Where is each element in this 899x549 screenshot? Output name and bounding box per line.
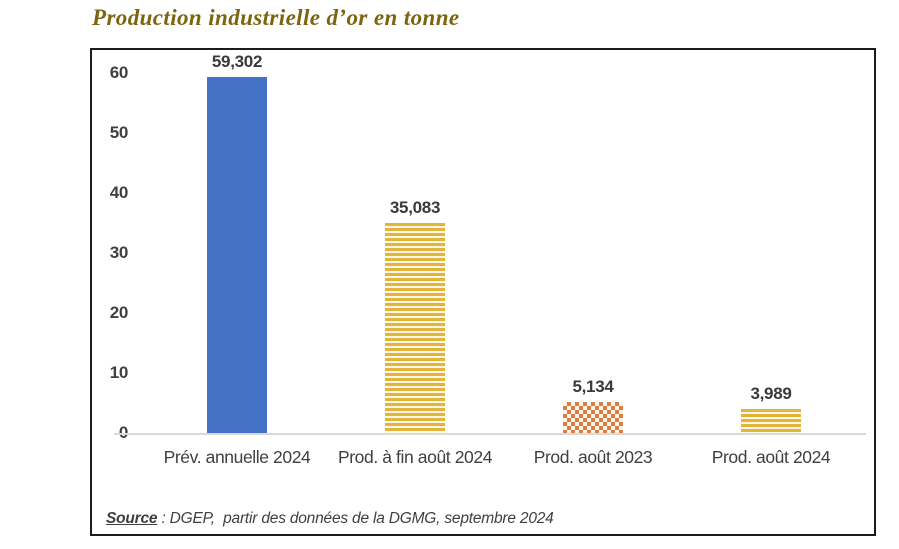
category-label: Prév. annuelle 2024 [163, 447, 311, 467]
plot-area: 0 10 20 30 40 50 60 59,302 Prév. annuelle 2024 35… [92, 50, 874, 534]
chart-column: 5,134 Prod. août 2023 [504, 50, 682, 534]
bar [385, 222, 445, 433]
y-tick-label: 0 [98, 423, 128, 443]
source-label: Source [106, 510, 158, 527]
bar-value-label: 3,989 [750, 384, 792, 404]
bar [741, 409, 801, 433]
source-text: : DGEP, partir des données de la DGMG, s… [157, 510, 554, 527]
y-tick-label: 20 [109, 303, 129, 322]
x-axis-line [114, 433, 866, 435]
chart-column: 3,989 Prod. août 2024 [682, 50, 860, 534]
bar [563, 402, 623, 433]
bar-value-label: 5,134 [572, 377, 614, 397]
chart-column: 59,302 Prév. annuelle 2024 [148, 50, 326, 534]
category-label: Prod. août 2024 [711, 447, 831, 467]
gold-production-bar-chart: 0 10 20 30 40 50 60 59,302 Prév. annuelle 2024 35… [90, 48, 876, 536]
bar-value-label: 35,083 [389, 197, 441, 217]
category-label: Prod. à fin août 2024 [337, 447, 493, 467]
y-tick-label: 40 [109, 183, 129, 202]
y-tick-label: 60 [109, 63, 129, 82]
source-line: Source : DGEP, partir des données de la … [106, 510, 554, 528]
category-label: Prod. août 2023 [533, 447, 653, 467]
y-tick-label: 50 [109, 123, 129, 142]
y-tick-label: 30 [109, 243, 129, 262]
y-tick-label: 10 [109, 363, 129, 382]
bar [207, 77, 267, 433]
chart-column: 35,083 Prod. à fin août 2024 [326, 50, 504, 534]
page-title: Production industrielle d’or en tonne [92, 5, 460, 30]
bar-value-label: 59,302 [211, 52, 263, 72]
